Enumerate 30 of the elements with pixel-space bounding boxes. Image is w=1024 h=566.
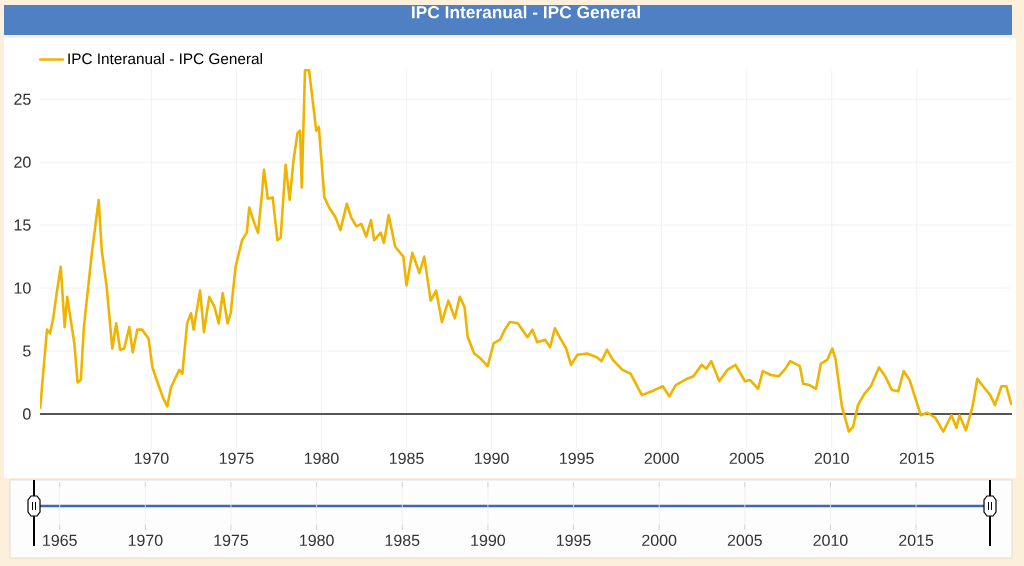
- x2-tick-label: 2015: [899, 534, 934, 547]
- x-tick-label: 2000: [644, 452, 679, 465]
- y-tick-label: 25: [14, 93, 31, 105]
- x-tick-label: 1985: [389, 452, 424, 465]
- x2-tick-label: 1970: [128, 534, 163, 547]
- x2-tick-label: 2000: [642, 534, 677, 547]
- x2-tick-label: 2010: [813, 534, 848, 547]
- x-tick-label: 1975: [219, 452, 254, 465]
- line-series: [40, 68, 1012, 433]
- y-tick-label: 15: [14, 219, 31, 231]
- y-tick-label: 5: [23, 345, 31, 357]
- y-tick-label: 10: [14, 282, 31, 294]
- x-tick-label: 1990: [474, 452, 509, 465]
- x-tick-label: 1970: [134, 452, 169, 465]
- x-tick-label: 2005: [729, 452, 764, 465]
- x2-tick-label: 1965: [43, 534, 77, 547]
- x2-tick-label: 2005: [727, 534, 762, 547]
- x2-tick-label: 1985: [385, 534, 420, 547]
- x-tick-label: 1995: [560, 452, 594, 465]
- x2-tick-label: 1975: [214, 534, 249, 547]
- chart-title: IPC Interanual - IPC General: [412, 5, 640, 19]
- x2-tick-label: 1990: [471, 534, 506, 547]
- y-tick-label: 0: [23, 408, 31, 420]
- x2-tick-label: 1995: [556, 534, 591, 547]
- legend-label: IPC Interanual - IPC General: [68, 52, 262, 65]
- x-tick-label: 2010: [814, 452, 849, 465]
- x-tick-label: 2015: [899, 452, 934, 465]
- x2-tick-label: 1980: [300, 534, 334, 547]
- x-tick-label: 1980: [304, 452, 339, 465]
- y-tick-label: 20: [14, 156, 31, 168]
